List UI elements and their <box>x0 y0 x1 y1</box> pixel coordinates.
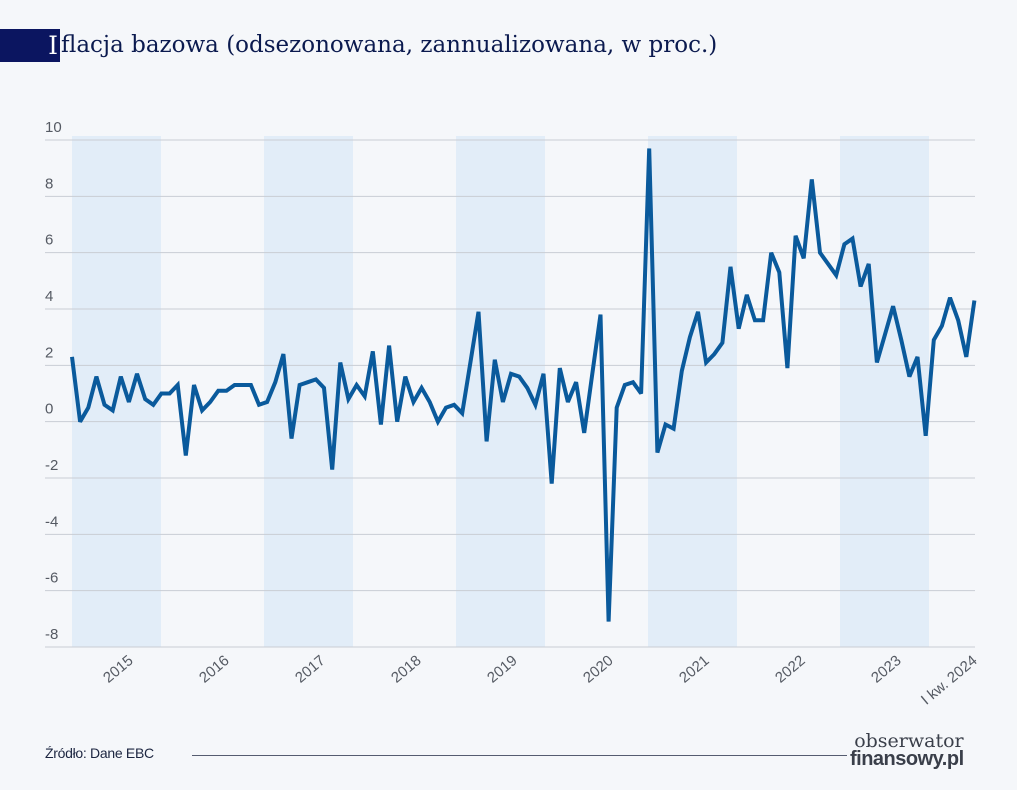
y-tick-label: 2 <box>45 344 53 361</box>
x-tick-label: 2021 <box>676 652 712 686</box>
chart-title: I flacja bazowa (odsezonowana, zannualiz… <box>0 28 717 62</box>
y-tick-label: 8 <box>45 175 53 192</box>
x-tick-label: 2023 <box>868 652 904 686</box>
y-tick-label: -8 <box>45 626 58 643</box>
logo-line2: finansowy.pl <box>850 748 964 770</box>
y-tick-label: -6 <box>45 570 58 587</box>
series-line <box>70 148 977 622</box>
x-axis-labels: 2015 2016 2017 2018 2019 2020 2021 2022 2023 I kw… <box>100 652 980 708</box>
y-tick-label: 10 <box>45 119 62 136</box>
brand-logo: obserwator finansowy.pl <box>850 730 964 770</box>
x-tick-label: 2019 <box>484 652 520 686</box>
x-tick-label: 2016 <box>196 652 232 686</box>
y-axis-labels: 10 8 6 4 2 0 -2 -4 -6 -8 <box>45 119 62 643</box>
y-tick-label: 0 <box>45 401 53 418</box>
y-tick-label: -4 <box>45 513 58 530</box>
title-text: flacja bazowa (odsezonowana, zannualizow… <box>61 32 718 58</box>
logo-line1: obserwator <box>854 730 964 752</box>
gridlines <box>45 139 975 648</box>
x-tick-label: I kw. 2024 <box>918 652 981 708</box>
source-note: Źródło: Dane EBC <box>45 745 154 761</box>
x-tick-label: 2015 <box>100 652 136 686</box>
footer-divider <box>192 755 847 756</box>
y-tick-label: 4 <box>45 288 53 305</box>
title-accent-box: I <box>0 28 60 62</box>
x-tick-label: 2020 <box>580 652 616 686</box>
year-band-2023 <box>840 136 929 647</box>
x-tick-label: 2018 <box>388 652 424 686</box>
y-tick-label: -2 <box>45 457 58 474</box>
title-initial: I <box>48 30 58 60</box>
x-tick-label: 2017 <box>292 652 328 686</box>
x-tick-label: 2022 <box>772 652 808 686</box>
year-band-2021 <box>648 136 737 647</box>
y-tick-label: 6 <box>45 232 53 249</box>
series <box>70 148 977 622</box>
